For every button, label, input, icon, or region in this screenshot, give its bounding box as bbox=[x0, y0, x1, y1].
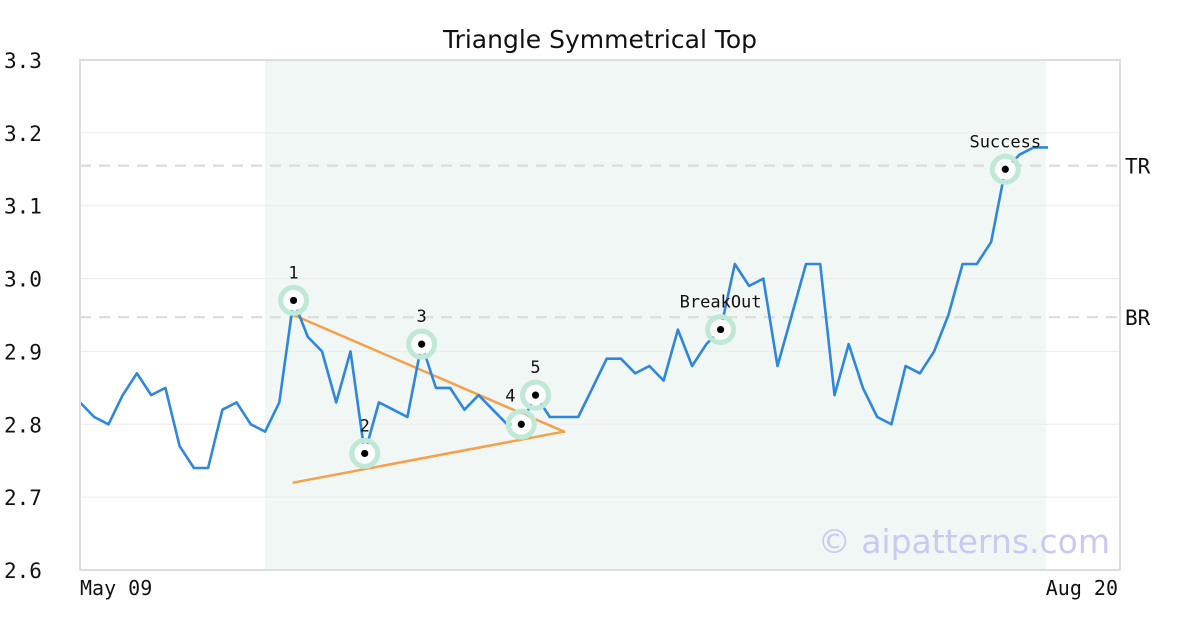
y-tick-label: 3.0 bbox=[4, 268, 42, 292]
point-label: Success bbox=[969, 132, 1041, 152]
point-halo bbox=[705, 314, 737, 346]
reference-lines: TR BR bbox=[80, 155, 1151, 330]
point-dot bbox=[1001, 165, 1009, 173]
watermark: © aipatterns.com bbox=[818, 522, 1110, 561]
point-halo bbox=[349, 437, 381, 469]
y-axis-ticks: 2.6 2.7 2.8 2.9 3.0 3.1 3.2 3.3 bbox=[4, 49, 42, 583]
chart-title: Triangle Symmetrical Top bbox=[442, 25, 757, 54]
y-tick-label: 2.6 bbox=[4, 559, 42, 583]
price-series-line bbox=[79, 146, 1048, 470]
point-halo bbox=[406, 328, 438, 360]
reference-label: BR bbox=[1125, 306, 1151, 330]
point-halo bbox=[520, 379, 552, 411]
point-halo bbox=[989, 153, 1021, 185]
point-label: 3 bbox=[417, 307, 427, 327]
point-dot bbox=[517, 420, 525, 428]
point-label: 1 bbox=[288, 263, 298, 283]
y-tick-label: 3.1 bbox=[4, 195, 42, 219]
point-dot bbox=[289, 296, 298, 305]
x-axis-ticks: May 09 Aug 20 bbox=[80, 576, 1118, 600]
y-tick-label: 2.8 bbox=[4, 413, 42, 437]
reference-label: TR bbox=[1125, 155, 1151, 179]
point-dot bbox=[716, 325, 725, 334]
y-tick-label: 3.3 bbox=[4, 49, 42, 73]
plot-frame bbox=[79, 59, 1121, 571]
point-dot bbox=[531, 391, 540, 399]
point-dot bbox=[418, 340, 426, 348]
point-dot bbox=[361, 449, 369, 458]
pattern-region bbox=[265, 60, 1046, 570]
y-tick-label: 3.2 bbox=[4, 122, 42, 146]
trend-line bbox=[292, 430, 566, 484]
y-tick-label: 2.7 bbox=[4, 486, 42, 510]
point-label: 5 bbox=[530, 358, 540, 378]
point-label: BreakOut bbox=[680, 293, 762, 313]
y-tick-label: 2.9 bbox=[4, 340, 42, 364]
pattern-points: 1 2 3 45 BreakOut Success bbox=[278, 132, 1041, 469]
point-label: 4 bbox=[505, 386, 515, 406]
point-label: 2 bbox=[360, 416, 370, 436]
x-tick-label: May 09 bbox=[80, 576, 152, 600]
x-tick-label: Aug 20 bbox=[1046, 576, 1118, 600]
point-halo bbox=[505, 408, 537, 440]
point-halo bbox=[278, 284, 310, 316]
